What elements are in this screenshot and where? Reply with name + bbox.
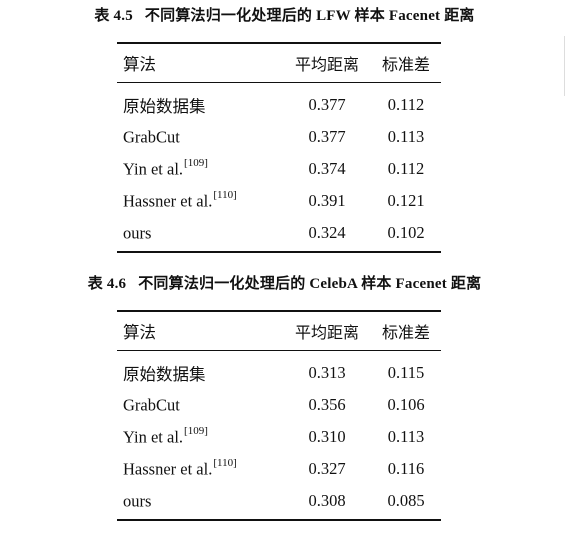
std-dev-value: 0.115 — [387, 363, 425, 382]
algorithm-name: Yin et al.[109] — [123, 156, 208, 179]
header-std-dev: 标准差 — [381, 57, 430, 74]
header-row: 算法 平均距离 标准差 — [117, 312, 441, 350]
mean-distance-value: 0.374 — [308, 159, 346, 178]
citation-ref: [109] — [184, 156, 208, 169]
mean-distance-value: 0.324 — [308, 223, 346, 242]
mean-distance-value: 0.313 — [308, 363, 346, 382]
page-edge-mark — [564, 36, 565, 96]
header-mean-distance: 平均距离 — [294, 57, 359, 74]
table-row: 原始数据集 0.377 0.112 — [117, 89, 441, 121]
table-row: Hassner et al.[110] 0.391 0.121 — [117, 185, 441, 217]
std-dev-value: 0.112 — [387, 159, 425, 178]
table-row: Hassner et al.[110] 0.327 0.116 — [117, 453, 441, 485]
bottom-rule — [117, 251, 441, 253]
mean-distance-value: 0.377 — [308, 127, 346, 146]
table-caption-text: 不同算法归一化处理后的 CelebA 样本 Facenet 距离 — [138, 276, 482, 292]
algorithm-name: GrabCut — [123, 395, 180, 415]
table-celeba-distance: 算法 平均距离 标准差 原始数据集 0.313 0.115 GrabCut 0.… — [117, 310, 441, 521]
bottom-rule — [117, 519, 441, 521]
header-row: 算法 平均距离 标准差 — [117, 44, 441, 82]
table-row: GrabCut 0.377 0.113 — [117, 121, 441, 153]
citation-ref: [110] — [213, 188, 237, 201]
std-dev-value: 0.113 — [387, 427, 425, 446]
std-dev-value: 0.102 — [387, 223, 425, 242]
std-dev-value: 0.112 — [387, 95, 425, 114]
mean-distance-value: 0.377 — [308, 95, 346, 114]
header-algorithm: 算法 — [123, 55, 156, 74]
std-dev-value: 0.121 — [387, 191, 425, 210]
mean-distance-value: 0.308 — [308, 491, 346, 510]
table-caption-text: 不同算法归一化处理后的 LFW 样本 Facenet 距离 — [144, 8, 475, 24]
table-row: ours 0.324 0.102 — [117, 217, 441, 249]
algorithm-name: GrabCut — [123, 127, 180, 147]
citation-ref: [110] — [213, 456, 237, 469]
header-mean-distance: 平均距离 — [294, 325, 359, 342]
mean-distance-value: 0.356 — [308, 395, 346, 414]
citation-ref: [109] — [184, 424, 208, 437]
mid-rule — [117, 82, 441, 83]
table-number: 表 4.5 — [94, 8, 133, 24]
std-dev-value: 0.113 — [387, 127, 425, 146]
mean-distance-value: 0.391 — [308, 191, 346, 210]
header-std-dev: 标准差 — [381, 325, 430, 342]
table-body: 原始数据集 0.313 0.115 GrabCut 0.356 0.106 Yi… — [117, 351, 441, 519]
algorithm-name: ours — [123, 491, 152, 511]
std-dev-value: 0.116 — [387, 459, 425, 478]
table-row: 原始数据集 0.313 0.115 — [117, 357, 441, 389]
algorithm-name: Hassner et al.[110] — [123, 456, 237, 479]
algorithm-name: 原始数据集 — [123, 97, 206, 116]
top-rule — [117, 42, 441, 44]
table-caption-lfw: 表 4.5 不同算法归一化处理后的 LFW 样本 Facenet 距离 — [0, 4, 569, 25]
algorithm-name: 原始数据集 — [123, 365, 206, 384]
table-body: 原始数据集 0.377 0.112 GrabCut 0.377 0.113 Yi… — [117, 83, 441, 251]
table-row: GrabCut 0.356 0.106 — [117, 389, 441, 421]
algorithm-name: ours — [123, 223, 152, 243]
mid-rule — [117, 350, 441, 351]
table-number: 表 4.6 — [87, 276, 127, 292]
mean-distance-value: 0.310 — [308, 427, 346, 446]
table-row: Yin et al.[109] 0.310 0.113 — [117, 421, 441, 453]
algorithm-name: Yin et al.[109] — [123, 424, 208, 447]
algorithm-name: Hassner et al.[110] — [123, 188, 237, 211]
top-rule — [117, 310, 441, 312]
mean-distance-value: 0.327 — [308, 459, 346, 478]
std-dev-value: 0.085 — [387, 491, 425, 510]
table-row: Yin et al.[109] 0.374 0.112 — [117, 153, 441, 185]
std-dev-value: 0.106 — [387, 395, 425, 414]
table-lfw-distance: 算法 平均距离 标准差 原始数据集 0.377 0.112 GrabCut 0.… — [117, 42, 441, 253]
table-caption-celeba: 表 4.6 不同算法归一化处理后的 CelebA 样本 Facenet 距离 — [0, 272, 569, 293]
table-row: ours 0.308 0.085 — [117, 485, 441, 517]
header-algorithm: 算法 — [123, 323, 156, 342]
